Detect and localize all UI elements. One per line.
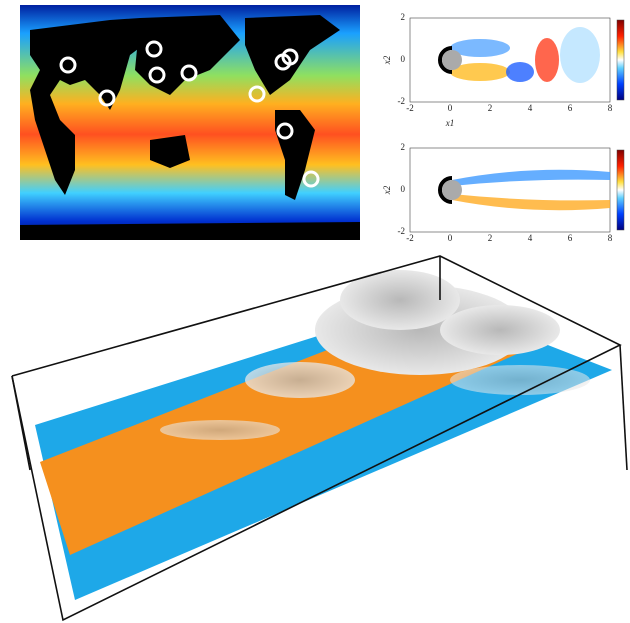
colorbar <box>617 150 624 230</box>
x-tick-label: 2 <box>488 103 493 113</box>
y-tick-label: 2 <box>401 12 406 22</box>
edge <box>12 376 30 470</box>
y-tick-label: 0 <box>401 184 406 194</box>
y-tick-label: 2 <box>401 142 406 152</box>
cylinder <box>442 180 462 200</box>
x-tick-label: -2 <box>406 233 414 243</box>
x-tick-label: 0 <box>448 103 453 113</box>
x-tick-label: 8 <box>608 103 613 113</box>
x-tick-label: 4 <box>528 103 533 113</box>
x-tick-label: 8 <box>608 233 613 243</box>
y-tick-label: 0 <box>401 54 406 64</box>
channel-3d <box>12 256 627 620</box>
antarctica <box>20 222 360 240</box>
x-tick-label: 0 <box>448 233 453 243</box>
y-tick-label: -2 <box>398 226 406 236</box>
y-tick-label: -2 <box>398 96 406 106</box>
colorbar <box>617 20 624 100</box>
y-axis-label: x2 <box>382 185 392 195</box>
vortex <box>560 27 600 83</box>
cloud <box>440 305 560 355</box>
edge <box>620 345 627 470</box>
sst-map <box>20 5 360 240</box>
x-tick-label: 6 <box>568 103 573 113</box>
cylinder <box>442 50 462 70</box>
cloud <box>160 420 280 440</box>
x-tick-label: -2 <box>406 103 414 113</box>
vortex <box>506 62 534 82</box>
figure: 20-2-202468x2x120-2-202468x2 <box>0 0 630 623</box>
x-axis-label: x1 <box>445 118 455 128</box>
x-tick-label: 4 <box>528 233 533 243</box>
wake-plot-1 <box>410 18 624 102</box>
vortex <box>535 38 559 82</box>
y-axis-label: x2 <box>382 55 392 65</box>
x-tick-label: 6 <box>568 233 573 243</box>
x-tick-label: 2 <box>488 233 493 243</box>
cloud <box>245 362 355 398</box>
wake-plot-2 <box>410 148 624 232</box>
